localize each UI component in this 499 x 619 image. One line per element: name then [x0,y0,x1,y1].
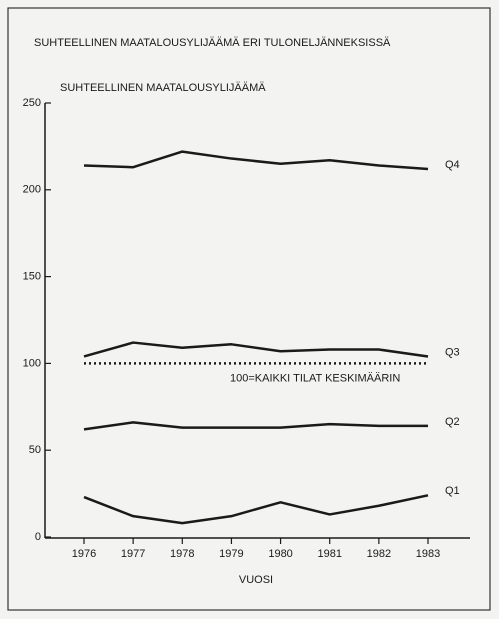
series-line [83,421,428,431]
series-line [83,341,429,358]
x-tick-label: 1977 [121,548,145,560]
y-axis-label: SUHTEELLINEN MAATALOUSYLIJÄÄMÄ [60,82,266,94]
series-label: Q4 [445,159,460,171]
reference-label: 100=KAIKKI TILAT KESKIMÄÄRIN [230,372,400,384]
y-tick-label: 0 [35,531,41,543]
x-tick-label: 1982 [367,548,391,560]
y-tick-label: 50 [29,444,41,456]
series-line [83,494,429,525]
frame [7,7,491,611]
chart-title: SUHTEELLINEN MAATALOUSYLIJÄÄMÄ ERI TULON… [34,37,391,49]
x-tick-label: 1979 [219,548,243,560]
y-tick-label: 250 [23,97,41,109]
x-axis-label: VUOSI [239,574,273,586]
y-tick-label: 150 [23,271,41,283]
x-tick-label: 1980 [268,548,292,560]
series-label: Q3 [445,346,460,358]
series-line [83,150,429,171]
x-tick-label: 1981 [317,548,341,560]
x-tick-label: 1978 [170,548,194,560]
y-tick-label: 100 [23,357,41,369]
y-tick-label: 200 [23,184,41,196]
series-label: Q1 [445,485,460,497]
x-tick-label: 1983 [416,548,440,560]
x-tick-label: 1976 [72,548,96,560]
series-label: Q2 [445,416,460,428]
